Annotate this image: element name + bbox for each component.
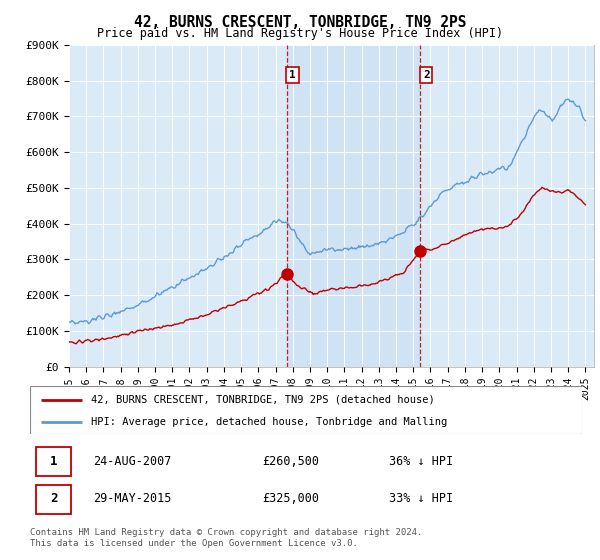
Text: 1: 1 (289, 70, 296, 80)
Text: 2: 2 (50, 492, 58, 505)
FancyBboxPatch shape (35, 447, 71, 477)
Text: 1: 1 (50, 455, 58, 468)
Text: Contains HM Land Registry data © Crown copyright and database right 2024.
This d: Contains HM Land Registry data © Crown c… (30, 528, 422, 548)
FancyBboxPatch shape (35, 484, 71, 514)
Text: 24-AUG-2007: 24-AUG-2007 (94, 455, 172, 468)
Text: 36% ↓ HPI: 36% ↓ HPI (389, 455, 453, 468)
Bar (287, 45, 421, 367)
Text: 42, BURNS CRESCENT, TONBRIDGE, TN9 2PS (detached house): 42, BURNS CRESCENT, TONBRIDGE, TN9 2PS (… (91, 395, 434, 405)
Text: 42, BURNS CRESCENT, TONBRIDGE, TN9 2PS: 42, BURNS CRESCENT, TONBRIDGE, TN9 2PS (134, 15, 466, 30)
Text: 29-MAY-2015: 29-MAY-2015 (94, 492, 172, 505)
Text: 33% ↓ HPI: 33% ↓ HPI (389, 492, 453, 505)
Text: £325,000: £325,000 (262, 492, 319, 505)
FancyBboxPatch shape (30, 386, 582, 434)
Text: HPI: Average price, detached house, Tonbridge and Malling: HPI: Average price, detached house, Tonb… (91, 417, 447, 427)
Text: Price paid vs. HM Land Registry's House Price Index (HPI): Price paid vs. HM Land Registry's House … (97, 27, 503, 40)
Text: 2: 2 (423, 70, 430, 80)
Text: £260,500: £260,500 (262, 455, 319, 468)
